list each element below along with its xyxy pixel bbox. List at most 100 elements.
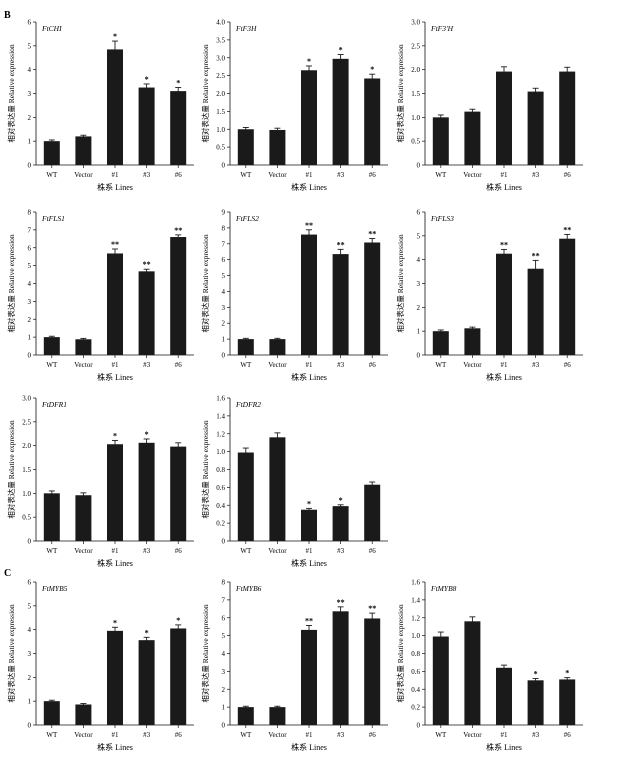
- x-tick-label: Vector: [74, 361, 93, 369]
- x-tick-label: #1: [501, 731, 509, 739]
- x-tick-label: WT: [46, 731, 58, 739]
- y-tick-label: 0.8: [411, 650, 420, 658]
- x-tick-label: Vector: [463, 731, 482, 739]
- y-axis-label: 相对表达量 Relative expression: [200, 234, 210, 333]
- y-tick-label: 3: [417, 280, 421, 288]
- y-axis-label: 相对表达量 Relative expression: [200, 44, 210, 143]
- significance-marker: *: [339, 496, 343, 505]
- y-tick-label: 1.0: [411, 632, 420, 640]
- y-tick-label: 2: [28, 674, 32, 682]
- bar: [496, 667, 512, 725]
- chart-title: FtDFR1: [41, 400, 67, 409]
- bar: [301, 234, 317, 355]
- y-tick-label: 0.2: [216, 520, 225, 528]
- x-tick-label: #3: [337, 361, 345, 369]
- y-tick-label: 1.4: [411, 596, 420, 604]
- y-axis-label: 相对表达量 Relative expression: [395, 234, 405, 333]
- chart-title: FtF3'H: [430, 24, 454, 33]
- bar: [527, 91, 544, 165]
- x-tick-label: WT: [435, 361, 447, 369]
- bar: [138, 640, 155, 725]
- y-tick-label: 1.0: [216, 448, 225, 456]
- chart-ftf3h: 0 0.5 1.0 1.5 2.0 2.5 3.0 3.5 4.0 WT Vector #1 * #3 * #…: [200, 19, 388, 192]
- y-tick-label: 6: [417, 209, 421, 217]
- significance-marker: **: [111, 240, 119, 249]
- y-tick-label: 0: [417, 162, 421, 170]
- x-axis-label: 株系 Lines: [291, 182, 327, 192]
- chart-ftdfr2: 0 0.2 0.4 0.6 0.8 1.0 1.2 1.4 1.6 WT Vector #1 * #3 * #…: [200, 395, 388, 568]
- y-tick-label: 2.0: [216, 90, 225, 98]
- chart-ftfls3: 0 1 2 3 4 5 6 WT Vector #1 ** #3 ** #6 ** FtFLS3 相对表达量 R…: [395, 209, 583, 382]
- y-tick-label: 4: [417, 256, 421, 264]
- bar: [75, 704, 92, 725]
- y-tick-label: 0.5: [411, 138, 420, 146]
- bar: [496, 253, 512, 355]
- significance-marker: *: [113, 618, 117, 627]
- y-tick-label: 3: [28, 90, 32, 98]
- y-tick-label: 2.0: [411, 66, 420, 74]
- y-tick-label: 3: [28, 650, 32, 658]
- y-tick-label: 3: [222, 668, 226, 676]
- y-tick-label: 4: [28, 66, 32, 74]
- y-tick-label: 0.5: [22, 514, 31, 522]
- bar: [559, 71, 576, 165]
- y-tick-label: 2: [28, 316, 32, 324]
- y-tick-label: 2: [417, 304, 421, 312]
- significance-marker: *: [113, 32, 117, 41]
- bar: [237, 339, 254, 355]
- chart-title: FtCHI: [41, 24, 62, 33]
- y-tick-label: 3: [28, 298, 32, 306]
- y-tick-label: 1.5: [216, 108, 225, 116]
- y-tick-label: 2.0: [22, 442, 31, 450]
- bar: [75, 339, 92, 355]
- y-axis-label: 相对表达量 Relative expression: [200, 420, 210, 519]
- bar: [432, 636, 449, 725]
- x-tick-label: Vector: [268, 547, 287, 555]
- x-tick-label: #3: [532, 361, 540, 369]
- y-tick-label: 5: [28, 262, 32, 270]
- significance-marker: *: [176, 79, 180, 88]
- y-axis-label: 相对表达量 Relative expression: [395, 604, 405, 703]
- significance-marker: *: [565, 669, 569, 678]
- y-tick-label: 1.5: [411, 90, 420, 98]
- y-tick-label: 2: [222, 686, 226, 694]
- chart-ftmyb5: 0 1 2 3 4 5 6 WT Vector #1 * #3 * #6 * FtMYB5 相对表达量 Rela…: [6, 579, 194, 752]
- significance-marker: **: [337, 240, 345, 249]
- x-tick-label: #3: [532, 171, 540, 179]
- bar: [138, 442, 155, 541]
- bar: [364, 242, 381, 355]
- bar: [332, 58, 349, 166]
- significance-marker: *: [307, 57, 311, 66]
- y-tick-label: 1: [28, 138, 32, 146]
- chart-title: FtFLS3: [430, 214, 454, 223]
- y-tick-label: 8: [222, 224, 226, 232]
- y-tick-label: 0.6: [216, 484, 225, 492]
- y-tick-label: 0.6: [411, 668, 420, 676]
- y-tick-label: 3: [222, 304, 226, 312]
- y-tick-label: 1: [417, 328, 421, 336]
- x-tick-label: Vector: [463, 171, 482, 179]
- x-tick-label: #1: [112, 171, 120, 179]
- significance-marker: *: [176, 616, 180, 625]
- chart-ftdfr1: 0 0.5 1.0 1.5 2.0 2.5 3.0 WT Vector #1 * #3 * #6 FtDFR…: [6, 395, 194, 568]
- charts-area: 0 1 2 3 4 5 6 WT Vector #1 * #3 * #6 * FtCHI 相对表达量 Relat…: [6, 19, 583, 752]
- x-tick-label: WT: [240, 547, 252, 555]
- x-tick-label: #6: [564, 171, 572, 179]
- significance-marker: **: [563, 225, 571, 234]
- y-tick-label: 1.6: [411, 579, 420, 587]
- bar: [269, 437, 286, 541]
- significance-marker: **: [337, 598, 345, 607]
- x-tick-label: #3: [143, 731, 151, 739]
- y-axis-label: 相对表达量 Relative expression: [200, 604, 210, 703]
- x-tick-label: #6: [175, 731, 183, 739]
- bar: [170, 237, 187, 355]
- bar: [464, 621, 481, 725]
- x-tick-label: #6: [369, 171, 377, 179]
- y-tick-label: 9: [222, 209, 226, 217]
- x-axis-label: 株系 Lines: [291, 742, 327, 752]
- x-tick-label: Vector: [268, 361, 287, 369]
- x-tick-label: #1: [306, 547, 314, 555]
- y-tick-label: 1.0: [22, 490, 31, 498]
- y-tick-label: 5: [222, 272, 226, 280]
- x-tick-label: Vector: [268, 171, 287, 179]
